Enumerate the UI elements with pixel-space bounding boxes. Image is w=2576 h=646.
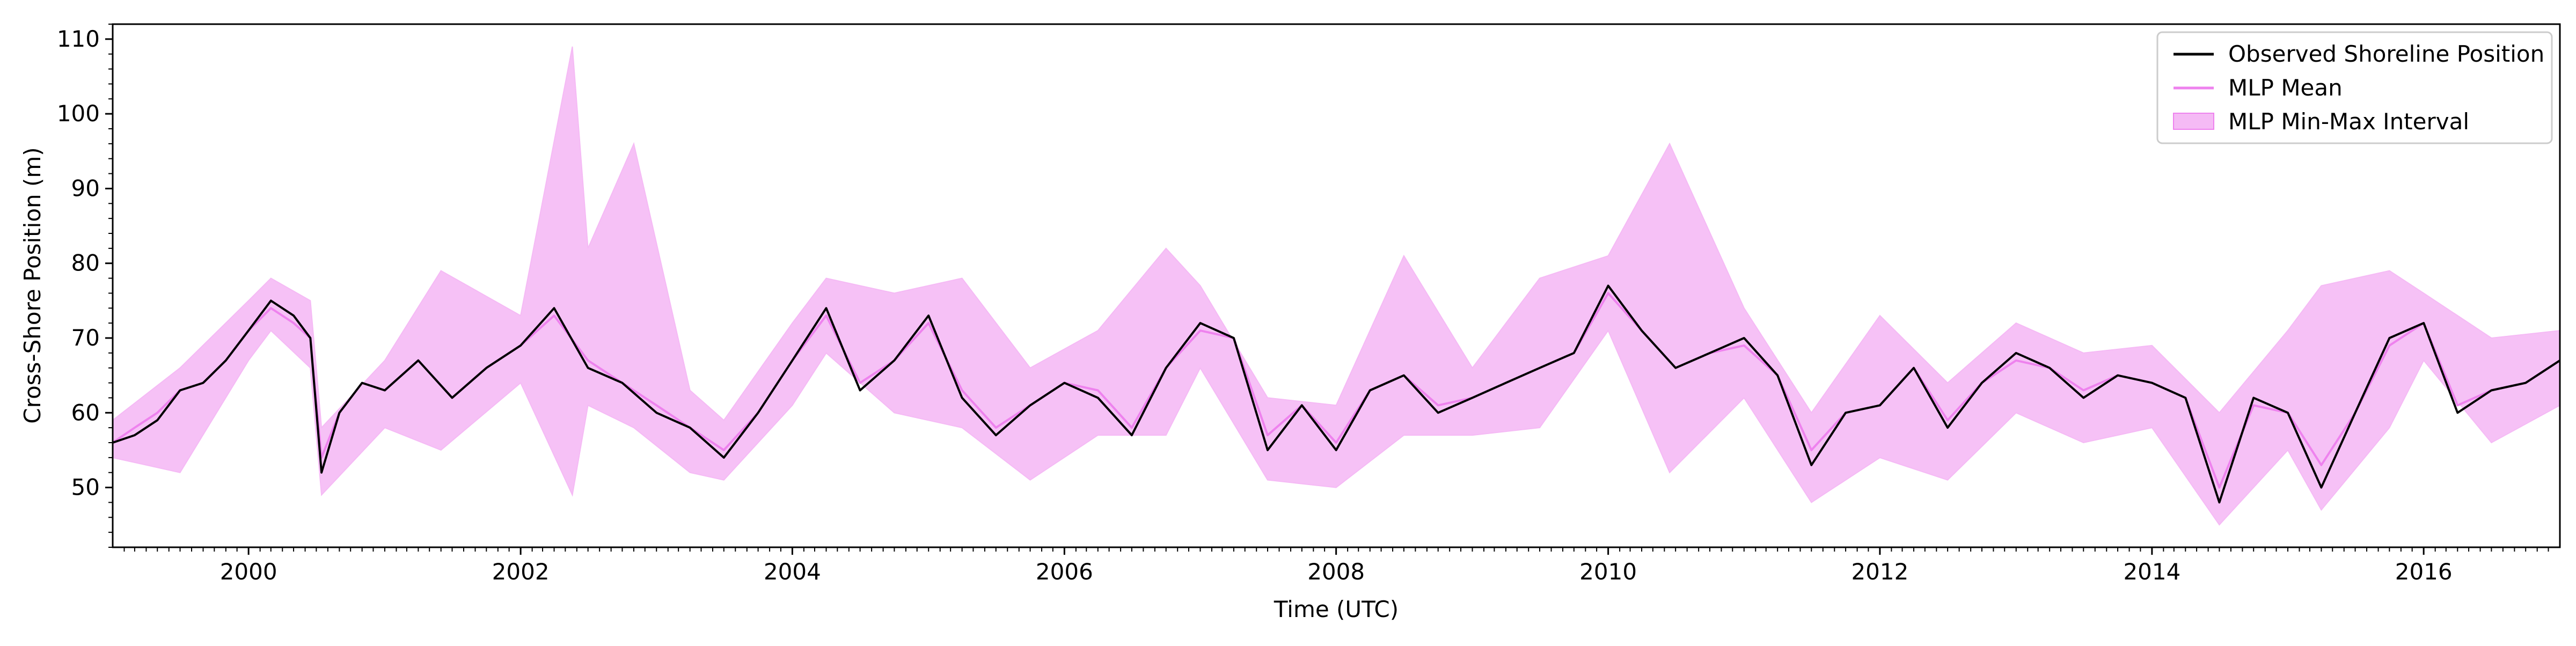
- legend-interval-swatch: [2173, 113, 2214, 130]
- x-tick-label: 2012: [1851, 559, 1908, 585]
- x-tick-label: 2016: [2395, 559, 2453, 585]
- x-tick-label: 2010: [1579, 559, 1637, 585]
- x-tick-label: 2008: [1307, 559, 1365, 585]
- y-axis-label: Cross-Shore Position (m): [19, 147, 46, 423]
- observed-layer: [112, 284, 2561, 504]
- x-tick-label: 2004: [764, 559, 821, 585]
- x-tick-label: 2006: [1036, 559, 1093, 585]
- legend-box: [2156, 31, 2553, 144]
- x-tick-label: 2000: [220, 559, 277, 585]
- y-tick-label: 60: [71, 399, 100, 425]
- y-tick-label: 100: [57, 100, 100, 127]
- y-axis: 50 60 70 80 90 100 110: [57, 24, 113, 548]
- x-tick-label: 2014: [2123, 559, 2180, 585]
- y-tick-label: 70: [71, 325, 100, 351]
- legend: Observed Shoreline Position MLP Mean MLP…: [2156, 31, 2553, 144]
- legend-interval-label: MLP Min-Max Interval: [2228, 108, 2469, 135]
- legend-mean-label: MLP Mean: [2228, 75, 2343, 101]
- x-tick-label: 2002: [492, 559, 550, 585]
- x-axis: 2000 2002 2004 2006 2008 2010 2012 2014 2016: [123, 547, 2549, 585]
- y-tick-label: 110: [57, 26, 100, 52]
- y-tick-label: 50: [71, 474, 100, 501]
- legend-observed-label: Observed Shoreline Position: [2228, 41, 2544, 67]
- x-axis-label: Time (UTC): [1274, 596, 1399, 622]
- y-tick-label: 90: [71, 175, 100, 201]
- y-tick-label: 80: [71, 250, 100, 276]
- series-observed-shoreline-line: [112, 284, 2561, 504]
